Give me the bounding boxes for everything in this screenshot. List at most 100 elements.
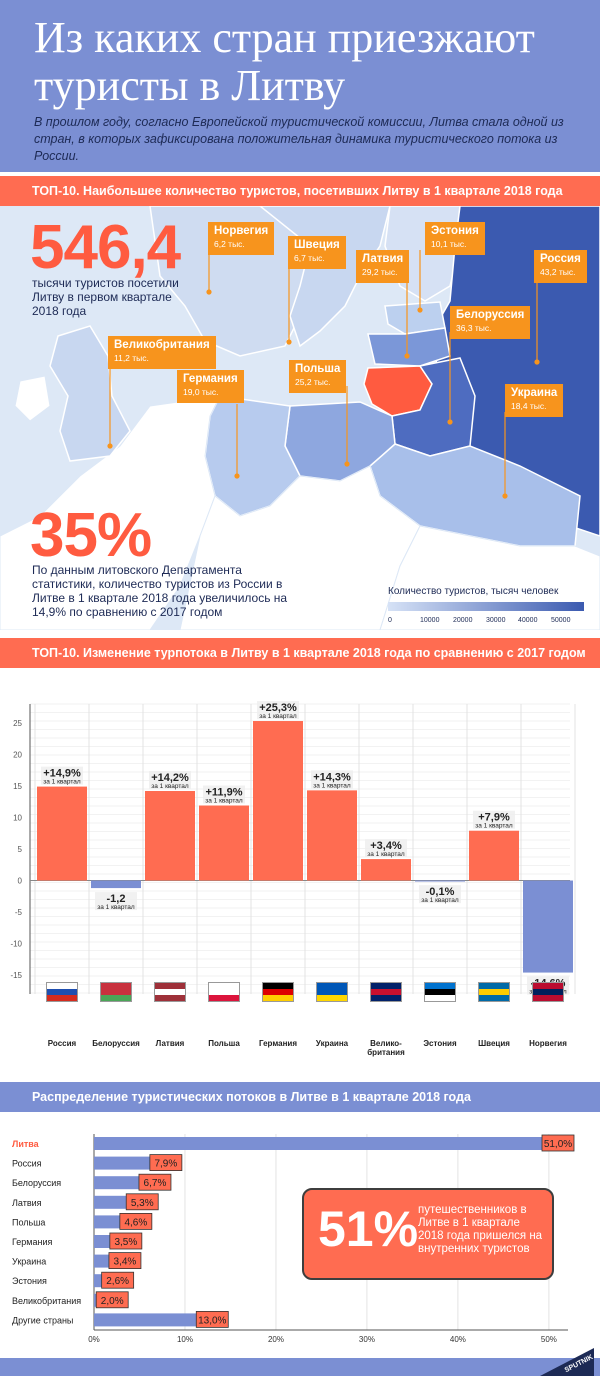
bar-label-bg bbox=[257, 701, 299, 720]
hbar-label-bg bbox=[101, 1271, 135, 1289]
bar-value-label: +25,3% bbox=[259, 702, 297, 714]
category-label: Эстония bbox=[423, 1039, 457, 1048]
leader-lines bbox=[107, 248, 540, 499]
bar-label-bg bbox=[473, 810, 515, 829]
hbar-category: Белоруссия bbox=[12, 1178, 61, 1188]
callout-country: Россия bbox=[540, 253, 581, 265]
europe-map bbox=[0, 206, 600, 630]
sputnik-logo: SPUTNIK bbox=[540, 1348, 594, 1376]
x-tick-label: 0% bbox=[88, 1335, 100, 1344]
hbar-category: Великобритания bbox=[12, 1296, 81, 1306]
category-label: Польша bbox=[208, 1039, 240, 1048]
callout-value: 19,0 тыс. bbox=[183, 387, 219, 397]
x-tick-label: 30% bbox=[359, 1335, 375, 1344]
map-callout-4: Россия 43,2 тыс. bbox=[534, 250, 587, 283]
flag-5 bbox=[316, 982, 348, 1002]
hbar-value-label: 7,9% bbox=[154, 1159, 177, 1170]
hbar-category: Латвия bbox=[12, 1198, 42, 1208]
x-tick-label: 40% bbox=[450, 1335, 466, 1344]
flag-1 bbox=[100, 982, 132, 1002]
y-tick-label: 10 bbox=[13, 813, 22, 822]
legend-tick: 40000 bbox=[518, 617, 538, 624]
page-title-line-2: туристы в Литву bbox=[34, 61, 346, 110]
callout-value: 43,2 тыс. bbox=[540, 267, 576, 277]
map-callout-6: Великобритания 11,2 тыс. bbox=[108, 336, 216, 369]
callout-country: Великобритания bbox=[114, 339, 210, 351]
bar-sub-label: за 1 квартал bbox=[97, 904, 135, 911]
legend-tick: 20000 bbox=[453, 617, 473, 624]
domestic-percent: 51% bbox=[318, 1201, 419, 1257]
bar-3 bbox=[199, 805, 249, 881]
bar-0 bbox=[37, 786, 87, 881]
x-tick-label: 10% bbox=[177, 1335, 193, 1344]
hbar-value-label: 51,0% bbox=[544, 1139, 572, 1150]
flag-7 bbox=[424, 982, 456, 1002]
bar-value-label: -0,1% bbox=[426, 886, 455, 898]
bar-sub-label: за 1 квартал bbox=[475, 823, 513, 830]
x-tick-label: 50% bbox=[541, 1335, 557, 1344]
flag-0 bbox=[46, 982, 78, 1002]
hbar-label-bg bbox=[541, 1134, 575, 1152]
flag-4 bbox=[262, 982, 294, 1002]
bar-label-bg bbox=[365, 839, 407, 858]
callout-country: Эстония bbox=[431, 225, 479, 237]
hbar-value-label: 2,6% bbox=[106, 1276, 129, 1287]
bar-label-bg bbox=[149, 771, 191, 789]
bar-sub-label: за 1 квартал bbox=[205, 798, 243, 805]
callout-value: 11,2 тыс. bbox=[114, 353, 149, 363]
hbar-category: Германия bbox=[12, 1237, 52, 1247]
flag-3 bbox=[208, 982, 240, 1002]
hbar-label-bg bbox=[125, 1193, 159, 1211]
bar-1 bbox=[91, 880, 141, 889]
hbar-label-bg bbox=[195, 1310, 229, 1328]
flag-2 bbox=[154, 982, 186, 1002]
bar-value-label: +14,2% bbox=[151, 772, 189, 784]
map-callout-7: Германия 19,0 тыс. bbox=[177, 370, 244, 403]
legend-tick: 30000 bbox=[486, 617, 506, 624]
hbar-category: Россия bbox=[12, 1159, 42, 1169]
hbar-value-label: 3,5% bbox=[114, 1237, 137, 1248]
bar-value-label: +11,9% bbox=[205, 787, 242, 799]
domestic-tourists-panel: 51% путешественников в Литве в 1 квартал… bbox=[302, 1188, 554, 1280]
bar-8 bbox=[469, 830, 519, 881]
footer-bar bbox=[0, 1358, 600, 1376]
hbar-value-label: 4,6% bbox=[124, 1217, 147, 1228]
map-shapes bbox=[0, 206, 600, 630]
section1-band: ТОП-10. Наибольшее количество туристов, … bbox=[0, 176, 600, 206]
callout-country: Латвия bbox=[362, 253, 404, 265]
hbar-label-bg bbox=[109, 1232, 143, 1250]
callout-country: Польша bbox=[295, 363, 341, 375]
intro-text: В прошлом году, согласно Европейской тур… bbox=[34, 115, 564, 163]
y-tick-label: 5 bbox=[18, 845, 23, 854]
hbar-value-label: 13,0% bbox=[198, 1315, 226, 1326]
callout-country: Белоруссия bbox=[456, 309, 525, 321]
callout-country: Швеция bbox=[294, 239, 340, 251]
callout-country: Украина bbox=[511, 387, 558, 399]
callout-value: 10,1 тыс. bbox=[431, 239, 467, 249]
map-callout-9: Украина 18,4 тыс. bbox=[505, 384, 564, 417]
russia-growth-percent: 35% bbox=[30, 501, 152, 570]
y-tick-label: 25 bbox=[13, 719, 22, 728]
bar-label-bg bbox=[41, 766, 83, 785]
bar-5 bbox=[307, 790, 357, 881]
bar-label-bg bbox=[311, 770, 353, 789]
bar-value-label: -1,2 bbox=[107, 893, 126, 905]
y-tick-label: 15 bbox=[13, 782, 22, 791]
bar-value-label: +3,4% bbox=[370, 840, 402, 852]
hbar-category: Другие страны bbox=[12, 1315, 73, 1325]
ireland-shape bbox=[14, 375, 51, 422]
hbar-label-bg bbox=[138, 1173, 172, 1191]
bar-sub-label: за 1 квартал bbox=[367, 851, 405, 858]
page-title: Из каких стран приезжают туристы в Литву bbox=[34, 14, 594, 110]
latvia-shape bbox=[367, 327, 451, 367]
hbar-value-label: 3,4% bbox=[114, 1257, 137, 1268]
callout-value: 36,3 тыс. bbox=[456, 323, 492, 333]
bar-label-bg bbox=[419, 885, 461, 904]
callout-value: 25,2 тыс. bbox=[295, 377, 331, 387]
category-label: Россия bbox=[48, 1039, 77, 1048]
category-label: Латвия bbox=[156, 1039, 185, 1048]
category-label: Швеция bbox=[478, 1039, 510, 1048]
domestic-note: путешественников в Литве в 1 квартале 20… bbox=[418, 1204, 543, 1255]
bar-7 bbox=[415, 880, 465, 882]
